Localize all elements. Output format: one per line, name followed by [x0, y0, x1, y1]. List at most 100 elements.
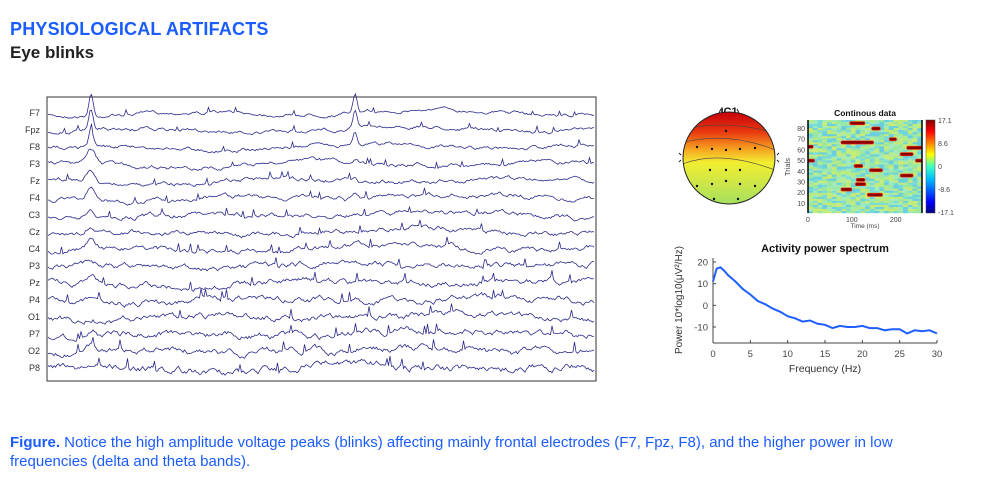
heatmap-cell: [912, 140, 918, 143]
heatmap-cell: [812, 154, 818, 157]
heatmap-ytick: 60: [797, 147, 805, 154]
heatmap-cell: [860, 180, 866, 183]
heatmap-cell: [903, 122, 909, 125]
heatmap-cell: [836, 132, 842, 135]
heatmap-cell: [869, 196, 875, 200]
heatmap-cell: [869, 164, 875, 167]
electrode-dot: [695, 184, 699, 188]
heatmap-cell: [869, 186, 875, 190]
heatmap-cell: [917, 172, 923, 175]
heatmap-cell: [855, 126, 861, 129]
heatmap-cell: [836, 130, 842, 133]
heatmap-cell: [869, 180, 875, 183]
heatmap-cell: [884, 178, 890, 181]
heatmap-cell: [855, 190, 861, 194]
heatmap-cell: [917, 182, 923, 185]
heatmap-cell: [888, 202, 894, 206]
heatmap-cell: [903, 176, 909, 179]
heatmap-cell: [869, 200, 875, 204]
heatmap-cell: [903, 124, 909, 127]
heatmap-cell: [907, 134, 913, 137]
heatmap-cell: [827, 158, 833, 161]
heatmap-cell: [869, 176, 875, 179]
spectrum-xtick: 25: [894, 349, 905, 360]
heatmap-cell: [831, 148, 837, 151]
heatmap-cell: [884, 150, 890, 153]
heatmap-cell: [884, 208, 890, 212]
heatmap-cell: [822, 200, 828, 204]
heatmap-cell: [869, 150, 875, 153]
heatmap-cell: [917, 154, 923, 157]
heatmap-cell: [898, 208, 904, 212]
heatmap-cell: [888, 180, 894, 183]
heatmap-cell: [898, 184, 904, 188]
heatmap-cell: [836, 148, 842, 151]
heatmap-cell: [860, 166, 866, 169]
heatmap-cell: [879, 172, 885, 175]
heatmap-cell: [841, 180, 847, 183]
heatmap-cell: [860, 162, 866, 165]
heatmap-cell: [846, 184, 852, 188]
heatmap-cell: [850, 168, 856, 171]
heatmap-cell: [817, 158, 823, 161]
heatmap-cell: [812, 168, 818, 171]
heatmap-cell: [907, 136, 913, 139]
heatmap-cell: [888, 162, 894, 165]
heatmap-cell: [846, 182, 852, 185]
heatmap-cell: [817, 148, 823, 151]
heatmap-cell: [893, 210, 899, 214]
heatmap-cell: [898, 148, 904, 151]
heatmap-cell: [903, 208, 909, 212]
heatmap-cell: [841, 168, 847, 171]
heatmap-cell: [907, 204, 913, 208]
heatmap-cell: [831, 150, 837, 153]
channel-label: P8: [29, 363, 40, 373]
heatmap-cell: [850, 192, 856, 196]
heatmap-cell: [907, 130, 913, 133]
heatmap-cell: [879, 146, 885, 149]
heatmap-cell: [812, 158, 818, 161]
heatmap-cell: [888, 184, 894, 188]
heatmap-cell: [827, 184, 833, 188]
heatmap-cell: [817, 200, 823, 204]
heatmap-cell: [888, 136, 894, 139]
heatmap-cell: [912, 200, 918, 204]
heatmap-cell: [841, 184, 847, 188]
heatmap-cell: [860, 136, 866, 139]
heatmap-cell: [841, 182, 847, 185]
heatmap-cell: [812, 182, 818, 185]
heatmap-cell: [888, 210, 894, 214]
heatmap-cell: [812, 140, 818, 143]
heatmap-cell: [874, 172, 880, 175]
ears-icon: [678, 152, 780, 163]
heatmap-cell: [831, 144, 837, 147]
heatmap-cell: [831, 162, 837, 165]
heatmap-cell: [865, 210, 871, 214]
heatmap-cell: [855, 132, 861, 135]
heatmap-cell: [822, 126, 828, 129]
heatmap-cell: [812, 200, 818, 204]
heatmap-cell: [903, 130, 909, 133]
heatmap-cell: [827, 132, 833, 135]
heatmap-cell: [893, 168, 899, 171]
heatmap-cell: [907, 158, 913, 161]
heatmap-cell: [846, 198, 852, 202]
heatmap-cell: [841, 132, 847, 135]
heatmap-cell: [808, 174, 814, 177]
heatmap-cell: [893, 170, 899, 173]
heatmap-event: [855, 177, 866, 182]
heatmap-cell: [836, 188, 842, 192]
heatmap-cell: [831, 184, 837, 188]
heatmap-cell: [865, 164, 871, 167]
heatmap-cell: [898, 120, 904, 123]
heatmap-cell: [836, 162, 842, 165]
heatmap-cell: [884, 186, 890, 190]
heatmap-cell: [827, 176, 833, 179]
heatmap-cell: [850, 120, 856, 123]
heatmap-cell: [879, 160, 885, 163]
heatmap-cell: [831, 200, 837, 204]
heatmap-cell: [907, 192, 913, 196]
heatmap-cell: [836, 196, 842, 200]
heatmap-cell: [841, 198, 847, 202]
heatmap-cell: [869, 138, 875, 141]
